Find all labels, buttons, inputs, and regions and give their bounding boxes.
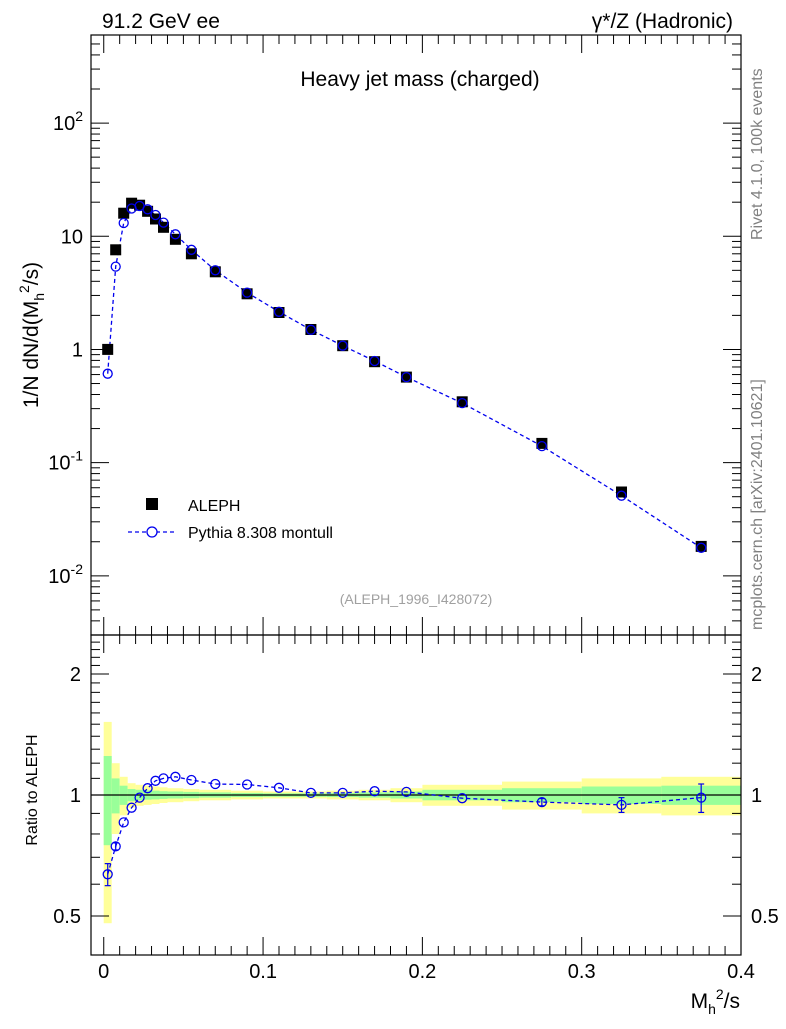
ratio-panel: 0 0.1 0.2 0.3 0.4 0.5 0.5 1 1 2 2 Ratio to ALEPH M… <box>24 634 779 1017</box>
x-axis-label: Mh2/s <box>691 986 740 1017</box>
analysis-watermark: (ALEPH_1996_I428072) <box>340 591 493 607</box>
x-tick-label: 0.2 <box>408 961 436 983</box>
rivet-label: Rivet 4.1.0, 100k events <box>749 68 766 240</box>
pythia-point <box>110 261 121 272</box>
ratio-point <box>110 841 121 852</box>
ratio-point <box>186 774 197 786</box>
main-y-tick-label: 10-2 <box>48 561 83 588</box>
ratio-band-green <box>103 756 112 846</box>
x-tick-label: 0 <box>98 961 109 983</box>
ratio-point <box>305 787 317 799</box>
pythia-point <box>158 217 169 228</box>
ratio-point <box>536 796 548 808</box>
aleph-point <box>337 340 349 352</box>
pythia-point <box>118 217 129 229</box>
ratio-point <box>210 778 221 790</box>
pythia-point <box>696 542 707 553</box>
ratio-point <box>241 779 253 790</box>
pythia-point <box>102 368 113 379</box>
ratio-ticks: 0 0.1 0.2 0.3 0.4 0.5 0.5 1 1 2 2 <box>53 635 779 983</box>
aleph-point <box>456 396 468 408</box>
ratio-point <box>616 799 627 811</box>
pythia-point <box>337 340 348 351</box>
ratio-point <box>126 802 137 813</box>
pythia-point <box>273 306 285 317</box>
ratio-y-axis-label: Ratio to ALEPH <box>24 734 41 845</box>
pythia-point <box>150 209 161 221</box>
ratio-point <box>696 792 707 803</box>
main-y-tick-label: 10 <box>61 226 83 248</box>
main-title: Heavy jet mass (charged) <box>300 68 539 91</box>
pythia-point <box>241 287 253 298</box>
aleph-point <box>209 266 221 278</box>
ratio-point <box>273 782 285 793</box>
pythia-point <box>186 244 197 255</box>
pythia-point <box>305 324 317 335</box>
ratio-point <box>102 869 113 880</box>
aleph-point <box>616 486 627 498</box>
ratio-point <box>134 792 145 803</box>
legend: ALEPH Pythia 8.308 montull <box>128 498 333 542</box>
pythia-point <box>457 397 468 409</box>
pythia-point <box>210 265 221 276</box>
svg-text:1/N dN/d(Mh2/s): 1/N dN/d(Mh2/s) <box>16 262 47 408</box>
ratio-band-green <box>111 778 120 814</box>
pythia-point <box>142 204 153 215</box>
legend-marker-aleph <box>146 498 158 510</box>
ratio-y-tick-label-right: 0.5 <box>751 906 779 928</box>
aleph-point <box>134 199 146 211</box>
aleph-point <box>273 307 285 318</box>
process-label: γ*/Z (Hadronic) <box>592 10 733 33</box>
ratio-point <box>337 787 348 799</box>
ratio-point <box>142 783 153 794</box>
x-tick-label: 0.3 <box>568 961 596 983</box>
aleph-point <box>241 288 253 300</box>
aleph-point <box>142 205 154 217</box>
aleph-point <box>110 244 122 256</box>
x-tick-label: 0.1 <box>249 961 277 983</box>
pythia-point <box>536 440 548 452</box>
pythia-point <box>170 229 181 240</box>
ratio-point <box>170 771 181 782</box>
ratio-y-tick-label-left: 1 <box>70 785 81 807</box>
pythia-point <box>401 371 412 383</box>
aleph-point <box>305 324 317 335</box>
energy-label: 91.2 GeV ee <box>102 10 220 33</box>
aleph-point <box>695 540 707 552</box>
ratio-point <box>369 786 380 797</box>
pythia-point <box>616 490 627 501</box>
ratio-y-tick-label-left: 0.5 <box>53 906 81 928</box>
svg-text:Mh2/s: Mh2/s <box>691 986 740 1017</box>
legend-label-pythia: Pythia 8.308 montull <box>188 525 333 542</box>
legend-marker-pythia <box>146 526 158 538</box>
aleph-point <box>369 356 381 368</box>
main-y-axis-label: 1/N dN/d(Mh2/s) <box>16 262 47 408</box>
main-y-tick-label: 1 <box>72 339 83 361</box>
ratio-point <box>457 793 468 804</box>
ratio-point <box>158 773 169 784</box>
mcplots-label: mcplots.cern.ch [arXiv:2401.10621] <box>749 379 766 630</box>
aleph-point <box>126 197 138 209</box>
legend-label-aleph: ALEPH <box>188 498 240 515</box>
ratio-y-tick-label-right: 2 <box>751 664 762 686</box>
aleph-series <box>102 197 707 553</box>
x-tick-label: 0.4 <box>727 961 755 983</box>
ratio-frame <box>90 634 742 956</box>
aleph-point <box>400 371 412 383</box>
aleph-point <box>118 207 130 219</box>
ratio-y-tick-label-right: 1 <box>751 785 762 807</box>
ratio-y-tick-label-left: 2 <box>70 664 81 686</box>
pythia-point <box>369 355 380 367</box>
aleph-point <box>102 343 114 355</box>
ratio-point <box>401 786 412 798</box>
aleph-point <box>536 437 548 449</box>
ratio-point <box>118 817 129 828</box>
ratio-series <box>102 771 707 887</box>
